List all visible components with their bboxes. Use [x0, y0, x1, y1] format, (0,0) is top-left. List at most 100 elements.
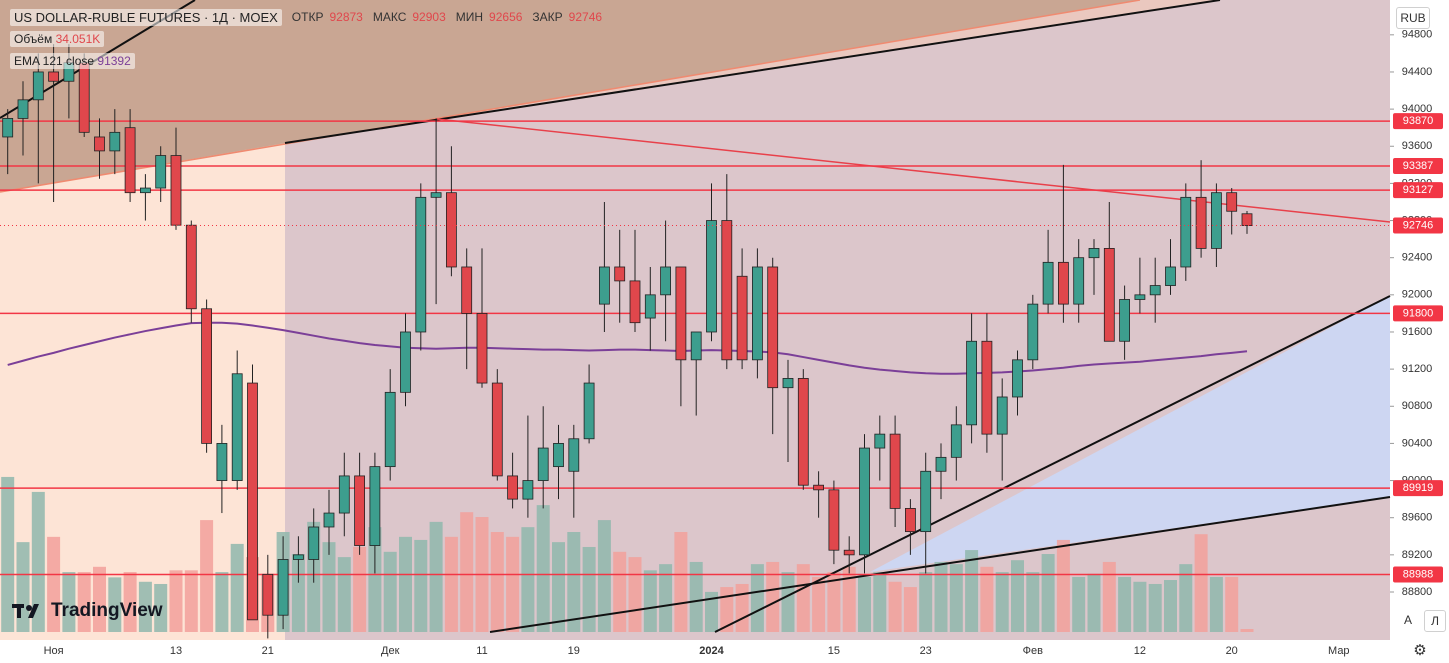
candle-body — [1226, 192, 1238, 212]
y-tick-label: 89600 — [1402, 512, 1433, 524]
candle-body — [1134, 294, 1146, 300]
candle-body — [1088, 248, 1100, 259]
candle-body — [706, 220, 717, 333]
candle-body — [32, 71, 44, 101]
volume-bar — [215, 572, 229, 632]
volume-bar — [567, 532, 581, 632]
x-tick-label: 19 — [568, 645, 580, 657]
volume-bar — [552, 542, 565, 632]
y-tick-label: 90400 — [1402, 437, 1433, 449]
auto-scale-button[interactable]: A — [1398, 610, 1418, 630]
volume-bar — [674, 532, 688, 632]
candle-body — [384, 391, 396, 468]
price-label: 92746 — [1403, 219, 1434, 231]
candle-body — [1211, 192, 1222, 249]
currency-button[interactable]: RUB — [1396, 7, 1430, 29]
volume-bar — [93, 566, 106, 632]
symbol-title: US DOLLAR-RUBLE FUTURES · 1Д · MOEX — [10, 8, 282, 26]
candle-body — [1180, 196, 1192, 268]
logo-text: TradingView — [51, 600, 163, 621]
volume-value: 34.051K — [55, 32, 101, 46]
volume-bar — [353, 546, 367, 632]
ohlc-value: 92873 — [329, 10, 363, 24]
volume-bar — [291, 554, 305, 632]
candle-body — [981, 340, 993, 435]
level-label-bg — [1393, 305, 1443, 322]
candle-body — [583, 382, 595, 440]
candle-body — [216, 443, 228, 481]
logo-icon — [12, 604, 39, 618]
volume-bar — [184, 570, 198, 632]
candle-body — [1119, 299, 1130, 342]
candle-body — [797, 378, 809, 486]
volume-bar — [873, 572, 887, 632]
candle-body — [155, 155, 167, 189]
volume-bar — [1194, 534, 1208, 632]
level-label: 89919 — [1403, 482, 1434, 494]
level-label-bg — [1393, 566, 1443, 583]
volume-bar — [582, 546, 596, 632]
candle-body — [415, 196, 427, 333]
volume-bar — [506, 536, 520, 632]
volume-bar — [781, 572, 795, 632]
volume-bar — [169, 570, 183, 632]
candle-body — [109, 131, 121, 152]
level-label: 93870 — [1403, 115, 1434, 127]
candle-body — [507, 475, 519, 500]
candle-body — [767, 266, 779, 389]
volume-bar — [521, 527, 535, 632]
volume-bar — [31, 491, 45, 632]
settings-button[interactable]: ⚙ — [1410, 640, 1430, 660]
candle-body — [323, 512, 335, 528]
candle-body — [629, 280, 641, 324]
ohlc-label: ЗАКР — [532, 10, 563, 24]
candle-body — [537, 447, 549, 481]
candle-body — [935, 456, 947, 472]
candle-body — [1042, 261, 1054, 305]
volume-bar — [1102, 561, 1116, 632]
volume-bar — [1041, 554, 1055, 632]
volume-bar — [62, 572, 76, 632]
candle-body — [78, 62, 90, 133]
volume-bar — [154, 583, 168, 632]
volume-bar — [536, 505, 550, 632]
candle-body — [262, 573, 274, 616]
candle-body — [874, 433, 886, 449]
volume-bar — [750, 564, 764, 632]
volume-bar — [796, 564, 810, 632]
logo: TradingView — [12, 600, 163, 622]
y-tick-label: 94000 — [1402, 103, 1433, 115]
x-tick-label: 15 — [828, 645, 840, 657]
candle-body — [400, 331, 411, 393]
candle-body — [170, 155, 182, 226]
y-tick-label: 92000 — [1402, 289, 1433, 301]
candle-body — [94, 136, 105, 152]
ohlc-value: 92656 — [489, 10, 523, 24]
volume-bar — [200, 520, 214, 632]
volume-bar — [1026, 572, 1040, 632]
volume-bar — [689, 561, 703, 632]
candle-body — [782, 378, 794, 389]
trend-line — [0, 0, 1141, 193]
volume-bar — [903, 587, 917, 632]
candle-body — [1058, 261, 1069, 305]
volume-bar — [383, 551, 397, 632]
volume-bar — [858, 576, 871, 632]
candle-body — [139, 187, 151, 194]
volume-bar — [77, 572, 91, 632]
volume-bar — [138, 581, 152, 632]
candle-body — [247, 382, 258, 621]
wedge-shade — [870, 296, 1390, 572]
log-scale-button[interactable]: Л — [1424, 610, 1446, 632]
y-tick-label: 93600 — [1402, 140, 1433, 152]
y-tick-label: 90800 — [1402, 400, 1433, 412]
volume-bar — [628, 557, 642, 632]
ema-value: 91392 — [97, 54, 131, 68]
ohlc-label: ОТКР — [291, 10, 324, 24]
candle-body — [644, 294, 656, 319]
candle-body — [17, 99, 29, 119]
y-tick-label: 88800 — [1402, 586, 1433, 598]
volume-bar — [414, 539, 428, 632]
volume-bar — [705, 591, 718, 632]
